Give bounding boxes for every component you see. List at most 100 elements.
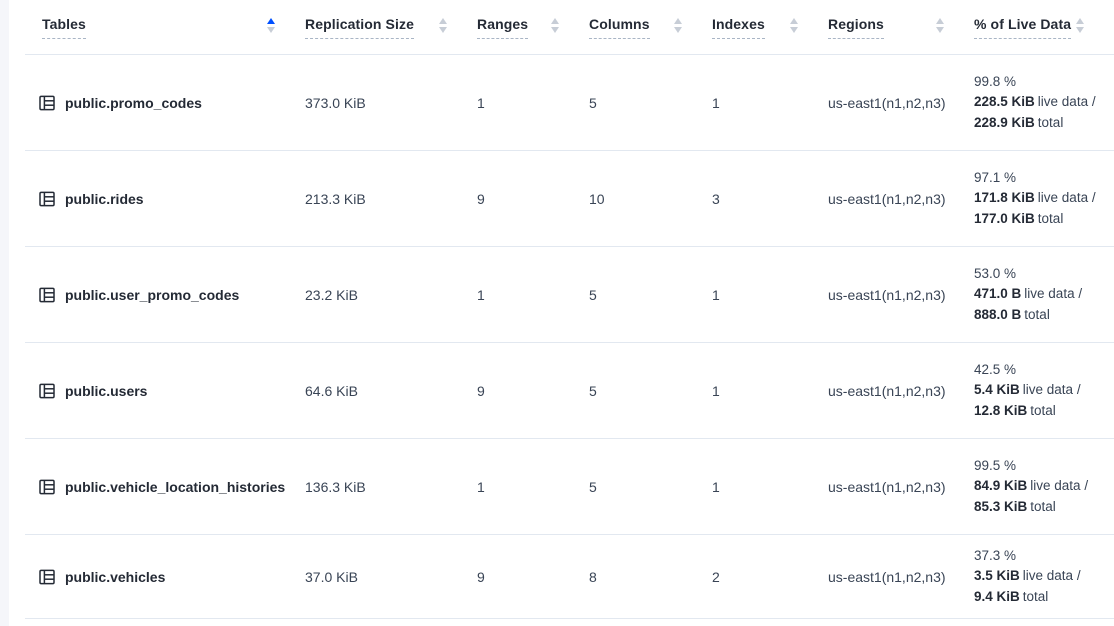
column-header-label: Replication Size	[305, 16, 414, 39]
regions-cell: us-east1(n1,n2,n3)	[828, 382, 946, 399]
indexes-cell: 1	[712, 382, 720, 399]
indexes-cell: 2	[712, 568, 720, 585]
live-data-size: 3.5 KiB live data /	[974, 568, 1081, 584]
column-header-label: Ranges	[477, 16, 529, 39]
column-header-label: Regions	[828, 16, 884, 39]
regions-cell: us-east1(n1,n2,n3)	[828, 286, 946, 303]
database-tables-table: Tables Replication Size Ranges Columns I…	[25, 0, 1114, 619]
live-data-cell: 37.3 % 3.5 KiB live data / 9.4 KiB total	[974, 535, 1114, 618]
live-data-percent: 97.1 %	[974, 169, 1017, 185]
live-data-percent: 42.5 %	[974, 361, 1017, 377]
header-cell-tables[interactable]: Tables	[25, 0, 305, 54]
header-cell-columns[interactable]: Columns	[589, 0, 712, 54]
header-cell-replication-size[interactable]: Replication Size	[305, 0, 477, 54]
table-grid-icon	[37, 381, 57, 401]
table-name-cell: public.users	[25, 343, 305, 438]
table-name-link[interactable]: public.user_promo_codes	[65, 286, 240, 303]
sort-arrows-icon	[674, 17, 682, 37]
live-data-percent: 53.0 %	[974, 265, 1017, 281]
total-data-size: 85.3 KiB total	[974, 498, 1056, 514]
total-data-size: 228.9 KiB total	[974, 114, 1064, 130]
regions-cell: us-east1(n1,n2,n3)	[828, 478, 946, 495]
table-name-link[interactable]: public.rides	[65, 190, 144, 207]
total-data-size: 9.4 KiB total	[974, 588, 1049, 604]
columns-cell: 5	[589, 286, 597, 303]
indexes-cell: 3	[712, 190, 720, 207]
header-cell-ranges[interactable]: Ranges	[477, 0, 589, 54]
table-grid-icon	[37, 189, 57, 209]
columns-cell: 5	[589, 478, 597, 495]
table-name-link[interactable]: public.promo_codes	[65, 94, 202, 111]
column-header-label: Indexes	[712, 16, 765, 39]
table-row: public.promo_codes 373.0 KiB 1 5 1 us-ea…	[25, 55, 1114, 151]
table-name-cell: public.promo_codes	[25, 55, 305, 150]
replication-size-cell: 37.0 KiB	[305, 568, 358, 585]
sort-arrows-icon	[439, 17, 447, 37]
column-header-label: % of Live Data	[974, 16, 1072, 39]
total-data-size: 12.8 KiB total	[974, 402, 1056, 418]
table-grid-icon	[37, 567, 57, 587]
table-name-cell: public.rides	[25, 151, 305, 246]
live-data-size: 5.4 KiB live data /	[974, 382, 1081, 398]
live-data-cell: 99.8 % 228.5 KiB live data / 228.9 KiB tot…	[974, 55, 1114, 150]
sort-arrows-icon	[267, 17, 275, 37]
replication-size-cell: 136.3 KiB	[305, 478, 366, 495]
sort-arrows-icon	[1076, 17, 1084, 37]
table-header-row: Tables Replication Size Ranges Columns I…	[25, 0, 1114, 55]
table-row: public.vehicle_location_histories 136.3 …	[25, 439, 1114, 535]
replication-size-cell: 373.0 KiB	[305, 94, 366, 111]
columns-cell: 8	[589, 568, 597, 585]
table-row: public.rides 213.3 KiB 9 10 3 us-east1(n…	[25, 151, 1114, 247]
live-data-percent: 99.5 %	[974, 457, 1017, 473]
regions-cell: us-east1(n1,n2,n3)	[828, 94, 946, 111]
table-name-cell: public.vehicle_location_histories	[25, 439, 305, 534]
regions-cell: us-east1(n1,n2,n3)	[828, 190, 946, 207]
table-name-cell: public.user_promo_codes	[25, 247, 305, 342]
sort-arrows-icon	[551, 17, 559, 37]
table-name-link[interactable]: public.vehicle_location_histories	[65, 478, 286, 495]
header-cell-indexes[interactable]: Indexes	[712, 0, 828, 54]
live-data-cell: 97.1 % 171.8 KiB live data / 177.0 KiB tot…	[974, 151, 1114, 246]
live-data-size: 171.8 KiB live data /	[974, 190, 1096, 206]
ranges-cell: 9	[477, 382, 485, 399]
columns-cell: 10	[589, 190, 605, 207]
indexes-cell: 1	[712, 94, 720, 111]
table-grid-icon	[37, 477, 57, 497]
table-name-cell: public.vehicles	[25, 535, 305, 618]
table-row: public.vehicles 37.0 KiB 9 8 2 us-east1(…	[25, 535, 1114, 619]
replication-size-cell: 213.3 KiB	[305, 190, 366, 207]
live-data-size: 84.9 KiB live data /	[974, 478, 1089, 494]
live-data-cell: 99.5 % 84.9 KiB live data / 85.3 KiB total	[974, 439, 1114, 534]
ranges-cell: 1	[477, 286, 485, 303]
total-data-size: 177.0 KiB total	[974, 210, 1064, 226]
ranges-cell: 1	[477, 478, 485, 495]
table-row: public.users 64.6 KiB 9 5 1 us-east1(n1,…	[25, 343, 1114, 439]
header-cell-regions[interactable]: Regions	[828, 0, 974, 54]
regions-cell: us-east1(n1,n2,n3)	[828, 568, 946, 585]
table-grid-icon	[37, 93, 57, 113]
table-name-link[interactable]: public.vehicles	[65, 568, 166, 585]
sort-arrows-icon	[790, 17, 798, 37]
header-cell-live-data[interactable]: % of Live Data	[974, 0, 1114, 54]
columns-cell: 5	[589, 94, 597, 111]
table-name-link[interactable]: public.users	[65, 382, 148, 399]
live-data-cell: 42.5 % 5.4 KiB live data / 12.8 KiB total	[974, 343, 1114, 438]
live-data-size: 228.5 KiB live data /	[974, 94, 1096, 110]
ranges-cell: 1	[477, 94, 485, 111]
live-data-percent: 99.8 %	[974, 73, 1017, 89]
indexes-cell: 1	[712, 286, 720, 303]
page-gutter	[0, 0, 9, 626]
column-header-label: Columns	[589, 16, 650, 39]
column-header-label: Tables	[42, 16, 86, 39]
columns-cell: 5	[589, 382, 597, 399]
ranges-cell: 9	[477, 568, 485, 585]
indexes-cell: 1	[712, 478, 720, 495]
live-data-percent: 37.3 %	[974, 547, 1017, 563]
ranges-cell: 9	[477, 190, 485, 207]
replication-size-cell: 23.2 KiB	[305, 286, 358, 303]
sort-arrows-icon	[936, 17, 944, 37]
table-grid-icon	[37, 285, 57, 305]
